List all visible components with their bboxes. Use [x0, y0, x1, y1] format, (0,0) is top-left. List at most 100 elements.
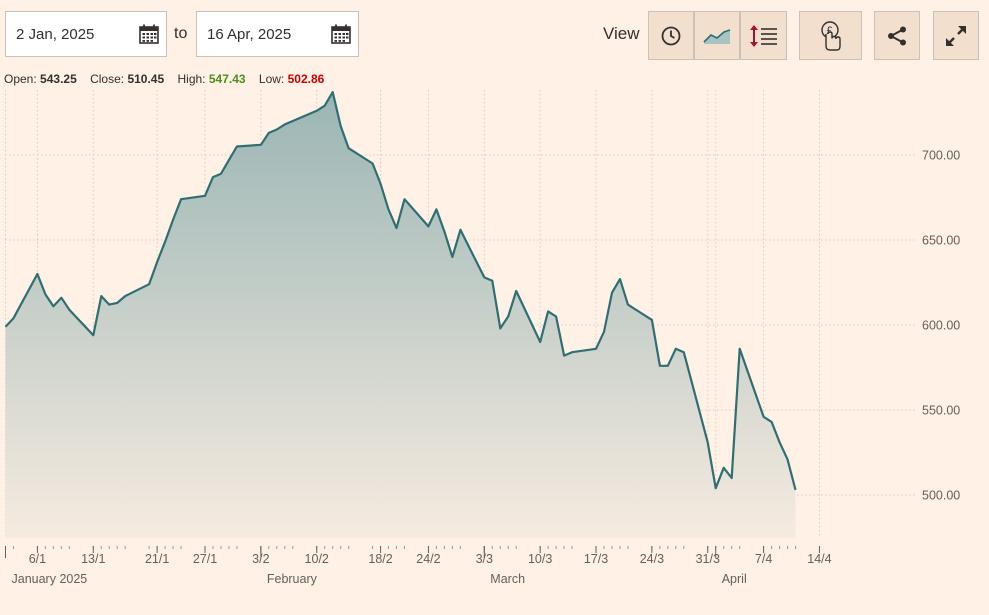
data-point[interactable] — [546, 309, 550, 313]
data-point[interactable] — [618, 277, 622, 281]
data-point[interactable] — [67, 308, 71, 312]
data-point[interactable] — [594, 347, 598, 351]
x-tick-label: 3/3 — [476, 552, 493, 566]
data-point[interactable] — [706, 440, 710, 444]
data-point[interactable] — [235, 145, 239, 149]
time-range-button[interactable] — [648, 11, 694, 60]
data-point[interactable] — [794, 488, 798, 492]
month-label: March — [490, 572, 525, 586]
data-point[interactable] — [51, 304, 55, 308]
data-point[interactable] — [570, 350, 574, 354]
x-tick-label: 24/2 — [416, 552, 440, 566]
data-point[interactable] — [714, 486, 718, 490]
data-point[interactable] — [666, 364, 670, 368]
data-point[interactable] — [331, 90, 335, 94]
data-point[interactable] — [650, 318, 654, 322]
x-tick-label: 21/1 — [145, 552, 169, 566]
data-point[interactable] — [786, 457, 790, 461]
data-point[interactable] — [147, 282, 151, 286]
x-tick-label: 13/1 — [81, 552, 105, 566]
data-point[interactable] — [203, 194, 207, 198]
data-point[interactable] — [738, 347, 742, 351]
data-point[interactable] — [211, 175, 215, 179]
price-area — [5, 92, 796, 538]
data-point[interactable] — [730, 476, 734, 480]
y-axis-scale-button[interactable] — [740, 11, 787, 60]
data-point[interactable] — [259, 143, 263, 147]
data-point[interactable] — [442, 230, 446, 234]
data-point[interactable] — [227, 158, 231, 162]
calendar-icon[interactable] — [330, 23, 352, 45]
data-point[interactable] — [538, 340, 542, 344]
data-point[interactable] — [371, 162, 375, 166]
data-point[interactable] — [267, 131, 271, 135]
x-tick-label: 10/2 — [305, 552, 329, 566]
data-point[interactable] — [339, 124, 343, 128]
data-point[interactable] — [107, 303, 111, 307]
data-point[interactable] — [674, 347, 678, 351]
data-point[interactable] — [506, 315, 510, 319]
data-point[interactable] — [379, 182, 383, 186]
data-point[interactable] — [275, 128, 279, 132]
data-point[interactable] — [450, 255, 454, 259]
data-point[interactable] — [482, 275, 486, 279]
data-point[interactable] — [658, 364, 662, 368]
data-point[interactable] — [458, 228, 462, 232]
data-point[interactable] — [115, 301, 119, 305]
data-point[interactable] — [778, 440, 782, 444]
data-point[interactable] — [762, 415, 766, 419]
data-point[interactable] — [155, 260, 159, 264]
data-point[interactable] — [514, 289, 518, 293]
data-point[interactable] — [554, 315, 558, 319]
high-value: 547.43 — [208, 72, 246, 86]
data-point[interactable] — [219, 172, 223, 176]
data-point[interactable] — [179, 197, 183, 201]
data-point[interactable] — [12, 316, 16, 320]
data-point[interactable] — [323, 104, 327, 108]
data-point[interactable] — [91, 333, 95, 337]
data-point[interactable] — [626, 303, 630, 307]
line-chart-icon — [703, 28, 731, 44]
data-point[interactable] — [395, 226, 399, 230]
data-point[interactable] — [123, 294, 127, 298]
data-point[interactable] — [35, 272, 39, 276]
data-point[interactable] — [434, 207, 438, 211]
data-point[interactable] — [347, 146, 351, 150]
y-tick-label: 700.00 — [922, 149, 960, 163]
calendar-icon[interactable] — [138, 23, 160, 45]
data-point[interactable] — [682, 350, 686, 354]
data-point[interactable] — [426, 224, 430, 228]
chart-style-button[interactable] — [694, 11, 740, 60]
close-label: Close: — [90, 72, 125, 86]
data-point[interactable] — [770, 420, 774, 424]
data-point[interactable] — [4, 325, 8, 329]
clock-icon — [661, 26, 681, 45]
fullscreen-button[interactable] — [933, 11, 979, 60]
data-point[interactable] — [291, 119, 295, 123]
data-point[interactable] — [498, 326, 502, 330]
currency-button[interactable]: £ — [799, 11, 862, 60]
y-tick-label: 650.00 — [922, 234, 960, 248]
data-point[interactable] — [59, 296, 63, 300]
data-point[interactable] — [562, 354, 566, 358]
data-point[interactable] — [403, 197, 407, 201]
high-label: High: — [177, 72, 206, 86]
data-point[interactable] — [387, 207, 391, 211]
data-point[interactable] — [610, 291, 614, 295]
price-line[interactable] — [4, 91, 797, 491]
data-point[interactable] — [43, 292, 47, 296]
data-point[interactable] — [99, 294, 103, 298]
data-point[interactable] — [163, 240, 167, 244]
y-tick-label: 600.00 — [922, 319, 960, 333]
to-date-input[interactable]: 16 Apr, 2025 — [196, 11, 359, 57]
data-point[interactable] — [315, 109, 319, 113]
from-date-input[interactable]: 2 Jan, 2025 — [5, 11, 167, 57]
share-button[interactable] — [874, 11, 920, 60]
data-point[interactable] — [602, 330, 606, 334]
data-point[interactable] — [171, 218, 175, 222]
data-point[interactable] — [722, 466, 726, 470]
low-value: 502.86 — [287, 72, 325, 86]
data-point[interactable] — [283, 122, 287, 126]
data-point[interactable] — [490, 279, 494, 283]
